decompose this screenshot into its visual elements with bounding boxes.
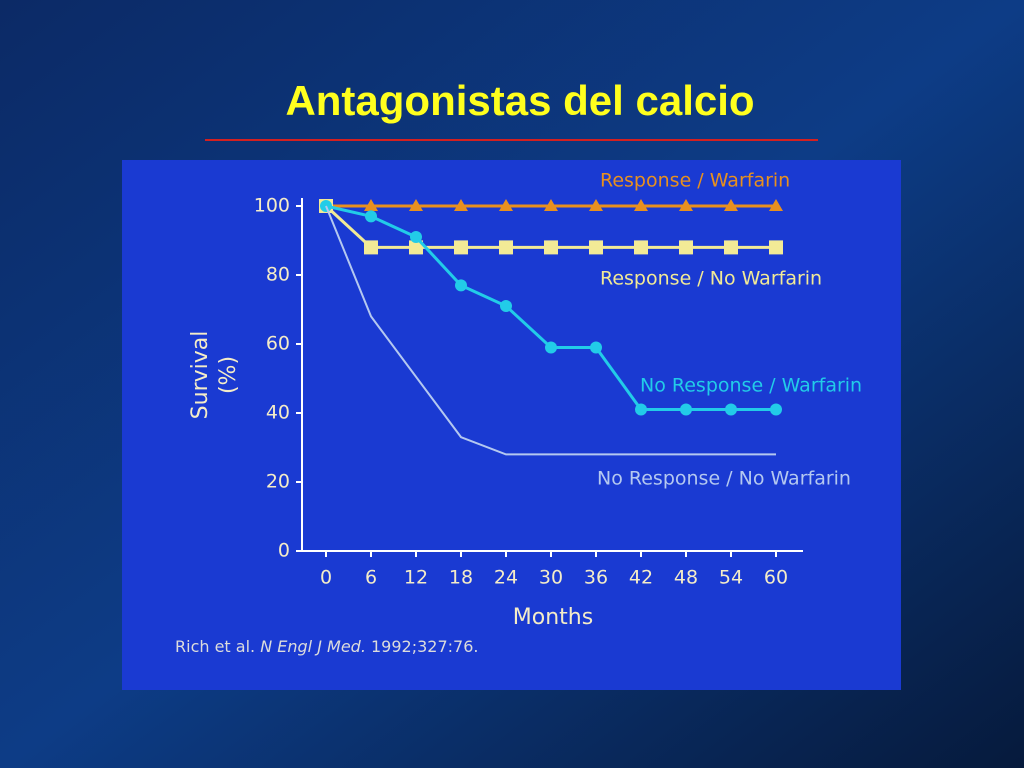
point-marker [589, 199, 603, 211]
point-marker [770, 403, 782, 416]
point-marker [724, 240, 738, 255]
x-tick-label: 60 [764, 567, 788, 589]
x-tick-label: 48 [674, 567, 698, 589]
x-tick-label: 36 [584, 567, 608, 589]
y-tick-label: 40 [266, 402, 290, 424]
point-marker [679, 199, 693, 211]
point-marker [455, 279, 467, 292]
x-tick-label: 12 [404, 567, 428, 589]
y-tick-label: 0 [278, 540, 290, 562]
point-marker [769, 199, 783, 211]
point-marker [589, 240, 603, 255]
point-marker [410, 231, 422, 244]
point-marker [634, 240, 648, 255]
point-marker [544, 240, 558, 255]
series-label: Response / No Warfarin [600, 268, 822, 290]
citation: Rich et al. N Engl J Med. 1992;327:76. [175, 637, 478, 656]
point-marker [365, 210, 377, 223]
point-marker [590, 341, 602, 354]
x-tick-label: 0 [320, 567, 332, 589]
point-marker [409, 240, 423, 255]
y-tick-label: 100 [254, 195, 290, 217]
point-marker [725, 403, 737, 416]
point-marker [679, 240, 693, 255]
point-marker [500, 300, 512, 313]
citation-journal: N Engl J Med. [260, 637, 366, 656]
x-tick-label: 54 [719, 567, 743, 589]
x-axis-label: Months [513, 605, 593, 630]
x-tick-label: 24 [494, 567, 518, 589]
point-marker [364, 240, 378, 255]
point-marker [724, 199, 738, 211]
series-label: No Response / No Warfarin [597, 468, 851, 490]
series-label: Response / Warfarin [600, 170, 790, 192]
y-tick-label: 20 [266, 471, 290, 493]
series-label: No Response / Warfarin [640, 375, 862, 397]
y-axis-label-line: (%) [216, 356, 241, 394]
point-marker [499, 199, 513, 211]
point-marker [680, 403, 692, 416]
y-axis-label: Survival (%) [188, 331, 241, 420]
point-marker [454, 199, 468, 211]
point-marker [769, 240, 783, 255]
y-tick-label: 80 [266, 264, 290, 286]
point-marker [635, 403, 647, 416]
point-marker [545, 341, 557, 354]
citation-authors: Rich et al. [175, 637, 255, 656]
x-tick-label: 6 [365, 567, 377, 589]
y-axis-label-line: Survival [188, 331, 213, 420]
citation-ref: 1992;327:76. [371, 637, 478, 656]
y-tick-label: 60 [266, 333, 290, 355]
x-tick-label: 30 [539, 567, 563, 589]
point-marker [364, 199, 378, 211]
point-marker [499, 240, 513, 255]
x-tick-label: 42 [629, 567, 653, 589]
series-line [325, 205, 776, 456]
point-marker [454, 240, 468, 255]
point-marker [634, 199, 648, 211]
chart-panel [122, 160, 901, 690]
x-tick-label: 18 [449, 567, 473, 589]
point-marker [409, 199, 423, 211]
point-marker [544, 199, 558, 211]
slide-title: Antagonistas del calcio [285, 77, 754, 124]
